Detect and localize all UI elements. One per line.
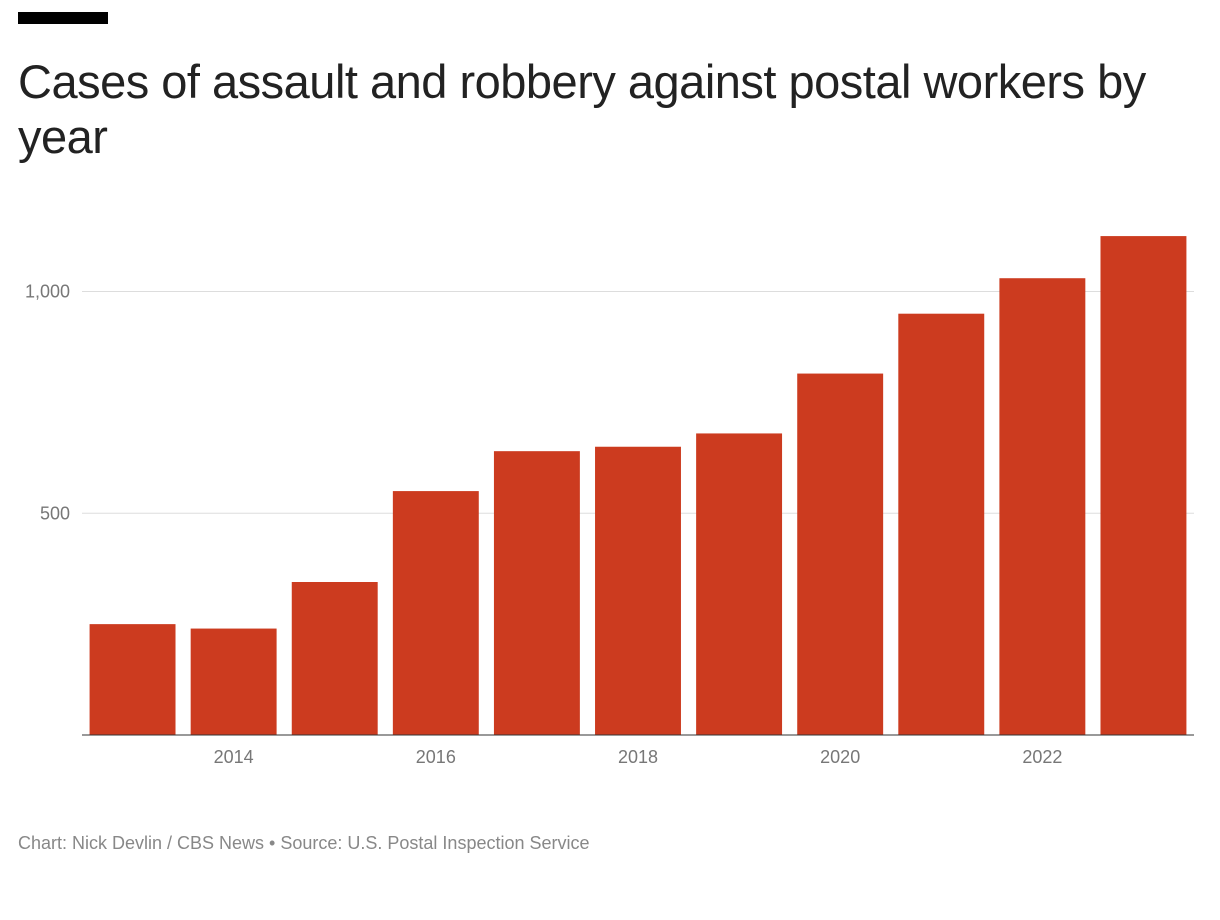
bar — [292, 582, 378, 735]
bar — [191, 628, 277, 734]
brand-mark — [18, 12, 108, 24]
x-axis-label: 2016 — [416, 747, 456, 767]
bar — [696, 433, 782, 735]
bar — [393, 491, 479, 735]
bar — [797, 373, 883, 734]
bar — [90, 624, 176, 735]
chart-credit: Chart: Nick Devlin / CBS News • Source: … — [18, 833, 1202, 854]
x-axis-label: 2020 — [820, 747, 860, 767]
x-axis-label: 2018 — [618, 747, 658, 767]
bar — [898, 314, 984, 735]
bar-chart: 500 1,000 2014 2016 2018 2020 2022 — [18, 215, 1202, 775]
y-axis-label: 500 — [40, 503, 70, 523]
bar — [999, 278, 1085, 735]
x-axis-label: 2014 — [214, 747, 254, 767]
bar — [1100, 236, 1186, 735]
chart-area: 500 1,000 2014 2016 2018 2020 2022 — [18, 215, 1202, 805]
y-axis-label: 1,000 — [25, 281, 70, 301]
bar — [494, 451, 580, 735]
bar — [595, 447, 681, 735]
x-axis-label: 2022 — [1022, 747, 1062, 767]
chart-title: Cases of assault and robbery against pos… — [18, 54, 1202, 165]
